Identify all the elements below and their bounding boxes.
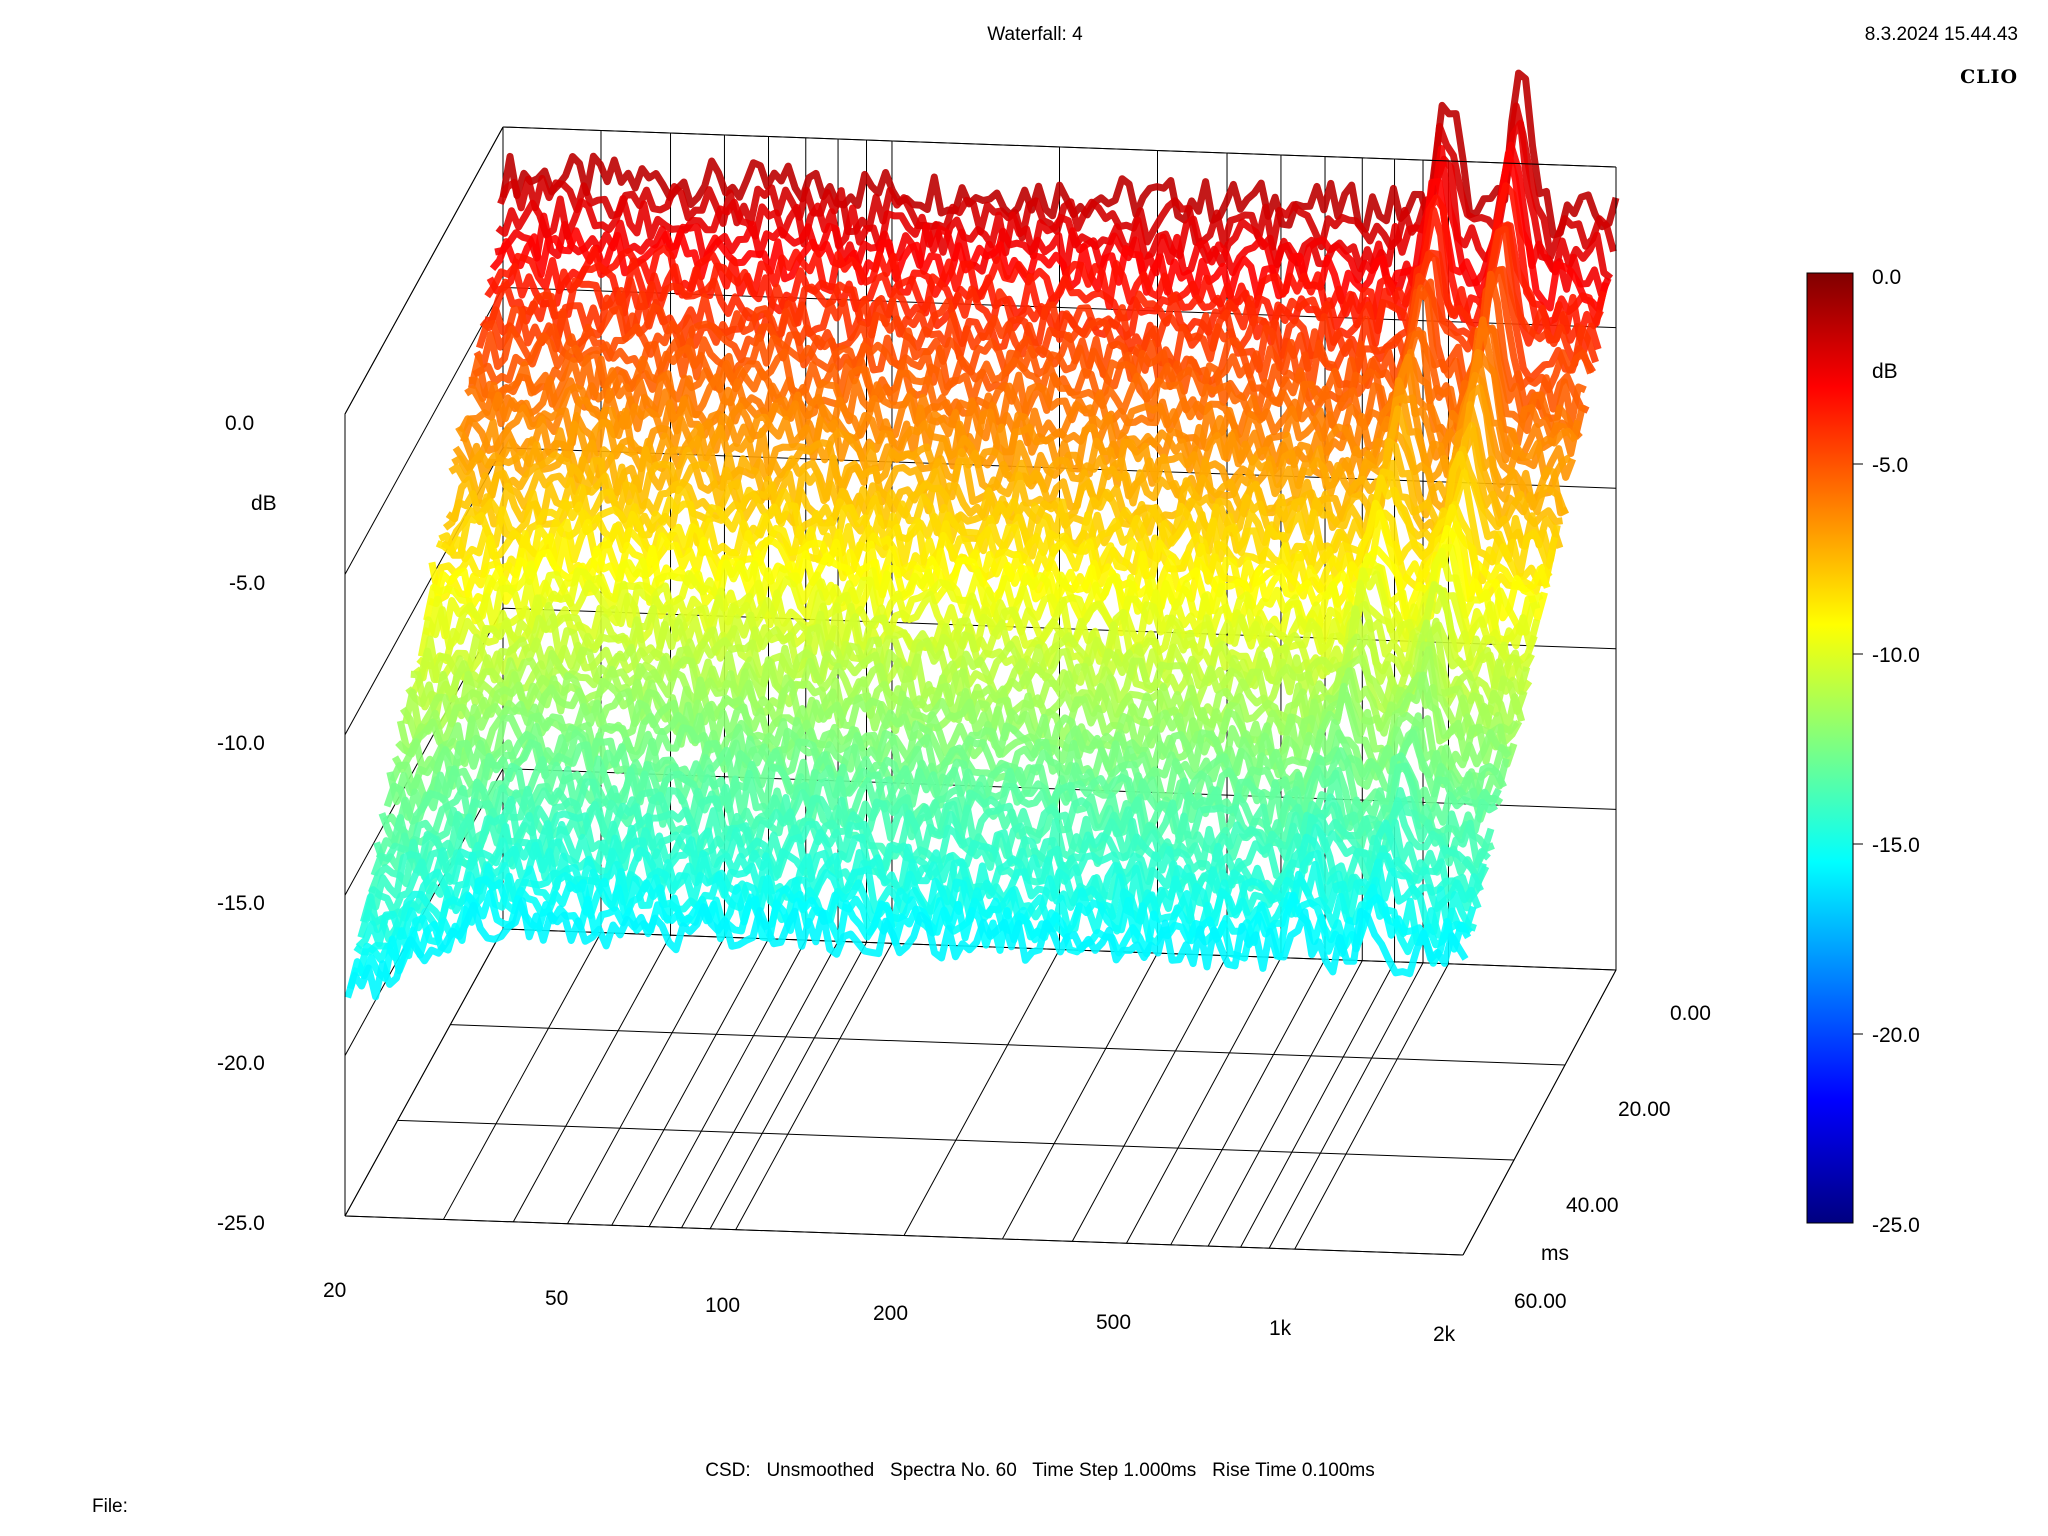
db-tick: 0.0 bbox=[225, 412, 254, 435]
floor-freq-line bbox=[512, 934, 671, 1223]
freq-tick: 200 bbox=[873, 1302, 908, 1325]
color-tick: -20.0 bbox=[1872, 1024, 1920, 1047]
frequency-axis: 20 50 100 200 500 1k 2k bbox=[323, 1279, 1456, 1346]
left-db-line bbox=[344, 928, 504, 1217]
color-tick: -25.0 bbox=[1872, 1214, 1920, 1237]
color-tick: -10.0 bbox=[1872, 644, 1920, 667]
color-scale-label: dB bbox=[1872, 360, 1898, 383]
floor-freq-line bbox=[1170, 959, 1326, 1246]
floor-freq-line bbox=[1294, 963, 1449, 1250]
time-axis-label: ms bbox=[1541, 1242, 1569, 1265]
floor-freq-line bbox=[735, 943, 893, 1230]
floor-freq-line bbox=[611, 938, 769, 1226]
color-tick: -5.0 bbox=[1872, 454, 1908, 477]
db-axis-label: dB bbox=[251, 492, 277, 515]
waterfall-slice bbox=[431, 499, 1553, 601]
measurement-parameters: CSD: Unsmoothed Spectra No. 60 Time Step… bbox=[705, 1460, 1375, 1481]
waterfall-slice bbox=[391, 682, 1512, 775]
db-tick: -25.0 bbox=[217, 1212, 265, 1235]
floor-freq-line bbox=[1126, 957, 1282, 1244]
brand-logo: CLIO bbox=[1960, 66, 2018, 88]
floor-freq-line bbox=[903, 949, 1060, 1236]
waterfall-surface bbox=[344, 69, 1620, 1001]
floor-freq-line bbox=[442, 932, 602, 1220]
frame-edge bbox=[344, 126, 504, 415]
floor-freq-line bbox=[1207, 960, 1363, 1247]
frame-edge bbox=[502, 126, 1617, 168]
db-tick: -5.0 bbox=[229, 572, 265, 595]
color-scale: 0.0 dB -5.0 -10.0 -15.0 -20.0 -25.0 bbox=[1806, 266, 1920, 1237]
floor-time-line bbox=[450, 1024, 1566, 1066]
frame-edge bbox=[1462, 969, 1617, 1256]
floor-freq-line bbox=[648, 939, 807, 1227]
chart-title: Waterfall: 4 bbox=[987, 24, 1083, 45]
floor-freq-line bbox=[1001, 952, 1158, 1240]
db-tick: -15.0 bbox=[217, 892, 265, 915]
frame-edge bbox=[344, 1215, 1464, 1256]
color-tick: -15.0 bbox=[1872, 834, 1920, 857]
left-db-line bbox=[344, 287, 504, 575]
db-tick: -20.0 bbox=[217, 1052, 265, 1075]
floor-grid bbox=[344, 928, 1617, 1256]
time-axis: 0.00 20.00 40.00 ms 60.00 bbox=[1514, 1002, 1711, 1313]
freq-tick: 2k bbox=[1433, 1323, 1456, 1346]
db-axis: 0.0 dB -5.0 -10.0 -15.0 -20.0 -25.0 bbox=[217, 412, 277, 1235]
plot-frame bbox=[344, 126, 1617, 1256]
color-tick: 0.0 bbox=[1872, 266, 1901, 289]
floor-freq-line bbox=[567, 936, 725, 1225]
freq-tick: 1k bbox=[1269, 1317, 1292, 1340]
freq-tick: 500 bbox=[1096, 1311, 1131, 1334]
floor-freq-line bbox=[709, 942, 867, 1229]
floor-freq-line bbox=[681, 941, 839, 1228]
db-tick: -10.0 bbox=[217, 732, 265, 755]
time-tick: 60.00 bbox=[1514, 1290, 1567, 1313]
freq-tick: 20 bbox=[323, 1279, 346, 1302]
timestamp: 8.3.2024 15.44.43 bbox=[1864, 24, 2018, 45]
time-tick: 40.00 bbox=[1566, 1194, 1619, 1217]
floor-freq-line bbox=[1240, 961, 1395, 1248]
time-tick: 0.00 bbox=[1670, 1002, 1711, 1025]
waterfall-slice bbox=[402, 641, 1526, 736]
time-tick: 20.00 bbox=[1618, 1098, 1671, 1121]
color-scale-bar bbox=[1806, 272, 1854, 1224]
freq-tick: 50 bbox=[545, 1287, 568, 1310]
floor-freq-line bbox=[1268, 962, 1424, 1249]
waterfall-slice bbox=[344, 897, 1469, 1001]
floor-time-line bbox=[397, 1119, 1515, 1161]
floor-freq-line bbox=[1071, 955, 1228, 1242]
file-label: File: bbox=[92, 1496, 128, 1517]
freq-tick: 100 bbox=[705, 1294, 740, 1317]
